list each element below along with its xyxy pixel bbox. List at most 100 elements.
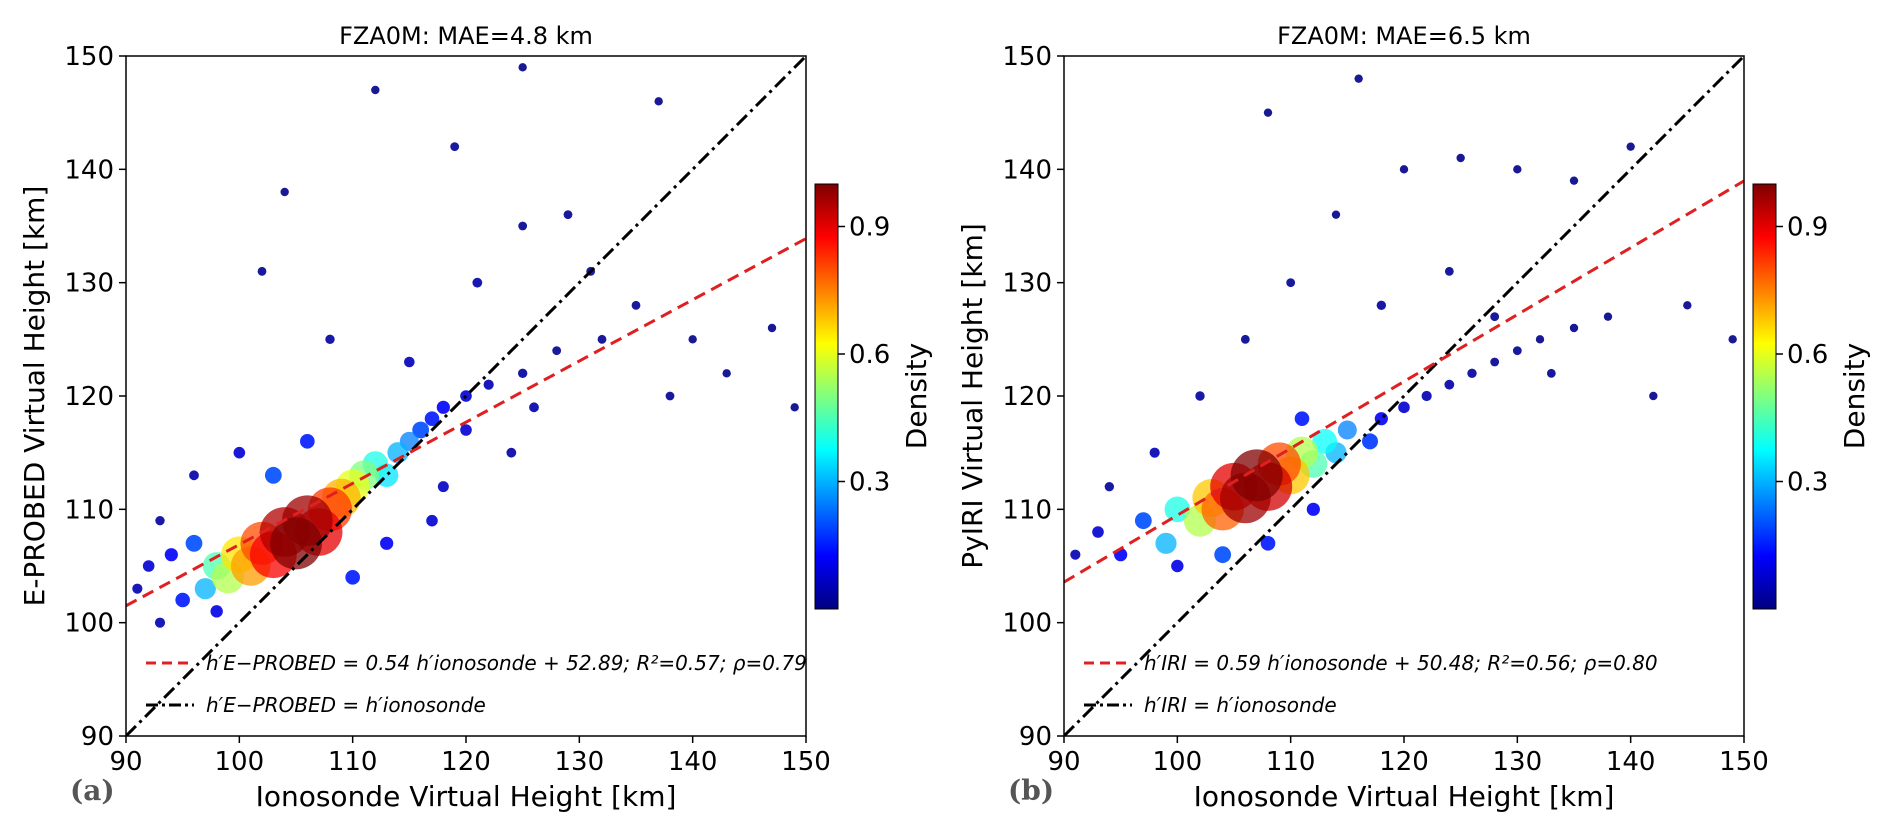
density-point (175, 592, 190, 608)
density-point (436, 400, 450, 414)
x-tick-label: 140 (1606, 747, 1656, 777)
density-point (1155, 532, 1177, 554)
density-point (194, 578, 216, 600)
density-point (563, 210, 573, 220)
panel-a-lines (126, 56, 806, 736)
density-point (1546, 368, 1556, 378)
density-point (1286, 278, 1296, 288)
density-point (1376, 300, 1387, 311)
density-point (597, 334, 607, 344)
density-point (1398, 401, 1410, 414)
density-point (437, 481, 449, 493)
density-point (280, 187, 289, 197)
density-point (1626, 142, 1635, 151)
density-point (1312, 428, 1338, 454)
panel-b-legend-identity: h′IRI = h′ionosonde (1144, 693, 1337, 717)
y-tick-label: 100 (64, 609, 114, 639)
density-point (1421, 390, 1432, 402)
panel-a-colorbar-label: Density (900, 343, 933, 449)
identity-line (1064, 56, 1744, 736)
density-point (1149, 447, 1160, 458)
panel-b-ylabel: PyIRI Virtual Height [km] (956, 223, 989, 569)
density-point (1513, 165, 1522, 174)
x-tick-label: 120 (441, 747, 491, 777)
colorbar-tick-label: 0.9 (1787, 213, 1828, 243)
colorbar-tick-label: 0.9 (849, 213, 890, 243)
density-point (412, 421, 430, 439)
density-point (1230, 449, 1283, 502)
density-point (518, 221, 528, 231)
density-point (404, 356, 415, 368)
density-point (1467, 368, 1477, 379)
x-tick-label: 90 (109, 747, 142, 777)
density-point (426, 514, 438, 527)
density-point (460, 424, 472, 436)
y-tick-label: 100 (1002, 609, 1052, 639)
density-point (424, 411, 440, 426)
x-tick-label: 110 (1266, 747, 1316, 777)
density-point (1649, 391, 1658, 401)
panel-a-legend-fit: h′E−PROBED = 0.54 h′ionosonde + 52.89; R… (206, 651, 807, 675)
density-point (1306, 502, 1320, 516)
density-point (517, 368, 528, 379)
density-point (164, 548, 178, 562)
x-tick-label: 90 (1047, 747, 1080, 777)
density-point (1444, 379, 1455, 390)
density-point (1070, 549, 1081, 560)
density-point (1195, 391, 1205, 401)
density-point (1263, 108, 1273, 117)
y-tick-label: 140 (64, 155, 114, 185)
panel-a-points (132, 63, 799, 628)
panel-b: FZA0M: MAE=6.5 km 90 100 110 120 130 140 15090… (956, 22, 1871, 813)
y-tick-label: 120 (64, 382, 114, 412)
colorbar-tick-label: 0.6 (849, 340, 890, 370)
density-point (1444, 266, 1454, 276)
density-point (1240, 334, 1250, 344)
x-tick-label: 100 (215, 747, 265, 777)
density-point (387, 442, 409, 464)
density-point (154, 617, 166, 628)
density-point (450, 142, 460, 152)
density-point (1337, 420, 1357, 440)
density-point (722, 369, 731, 378)
density-point (155, 515, 165, 526)
y-tick-label: 150 (1002, 42, 1052, 72)
density-point (1260, 536, 1276, 551)
panel-b-points (1070, 74, 1737, 573)
density-point (233, 446, 246, 459)
density-point (1569, 176, 1579, 185)
density-point (1490, 312, 1500, 322)
panel-b-xlabel: Ionosonde Virtual Height [km] (1194, 780, 1615, 813)
density-point (1728, 335, 1737, 344)
density-point (325, 334, 335, 345)
panel-b-colorbar-ticks: 0.3 0.6 0.9 (1776, 213, 1828, 498)
density-point (132, 583, 143, 594)
panel-b-colorbar (1752, 183, 1777, 610)
density-point (1092, 526, 1104, 538)
identity-line (126, 56, 806, 736)
density-point (472, 277, 483, 288)
y-tick-label: 130 (1002, 269, 1052, 299)
density-point (142, 560, 155, 572)
panel-a-colorbar-ticks: 0.3 0.6 0.9 (838, 213, 890, 498)
density-point (1456, 153, 1465, 163)
density-point (345, 570, 360, 585)
colorbar-tick-label: 0.6 (1787, 340, 1828, 370)
y-tick-label: 150 (64, 42, 114, 72)
y-tick-label: 90 (81, 722, 114, 752)
density-point (552, 346, 562, 356)
panel-a-letter: (a) (70, 774, 115, 807)
density-point (790, 403, 799, 412)
x-tick-label: 150 (1719, 747, 1769, 777)
density-point (1683, 301, 1692, 310)
x-tick-label: 140 (668, 747, 718, 777)
y-tick-label: 140 (1002, 155, 1052, 185)
colorbar-tick-label: 0.3 (849, 468, 890, 498)
density-point (300, 434, 315, 449)
density-point (270, 517, 322, 570)
density-point (688, 335, 697, 344)
density-point (1535, 335, 1545, 344)
panel-b-title: FZA0M: MAE=6.5 km (1277, 22, 1531, 50)
x-tick-label: 130 (1493, 747, 1543, 777)
density-point (1603, 312, 1613, 321)
